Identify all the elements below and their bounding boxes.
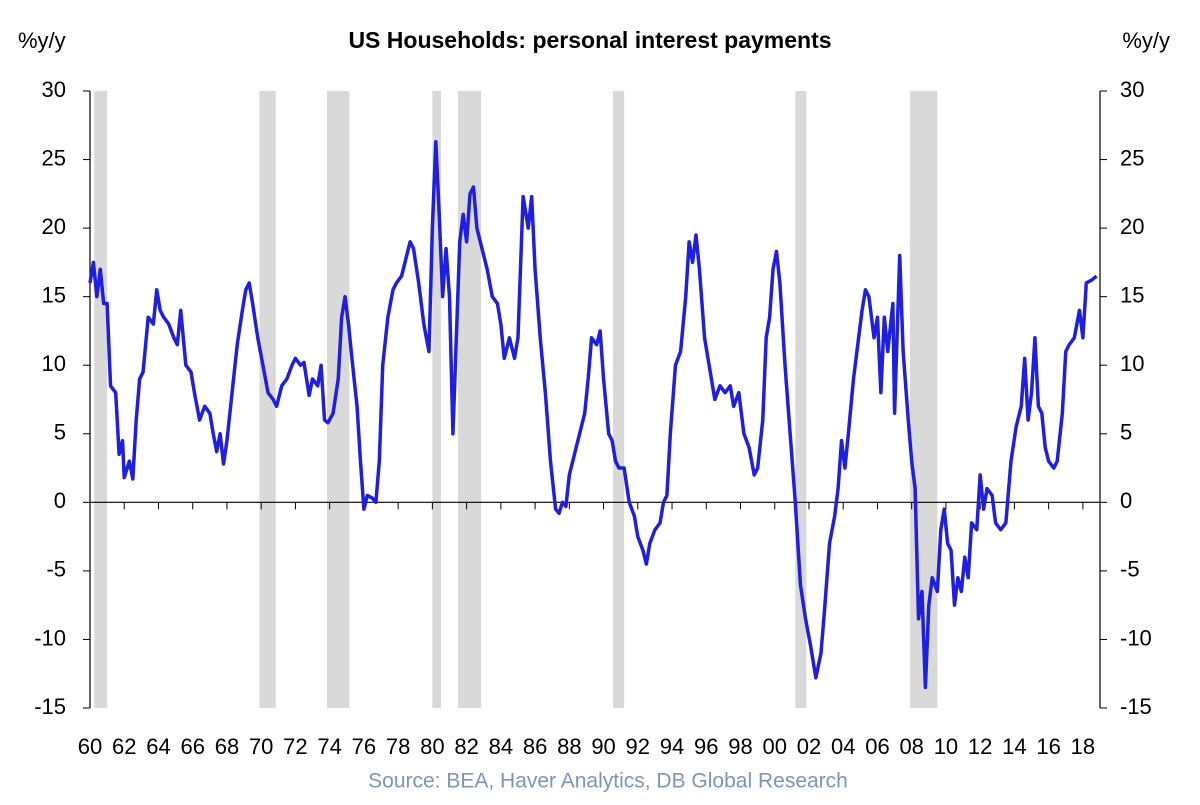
- data-line: [88, 139, 1098, 690]
- x-tick-label: 04: [831, 734, 855, 759]
- chart-title: US Households: personal interest payment…: [348, 27, 831, 53]
- recession-band: [94, 91, 108, 708]
- x-tick-label: 18: [1071, 734, 1095, 759]
- x-tick-label: 00: [763, 734, 787, 759]
- x-tick-label: 90: [591, 734, 615, 759]
- recession-band: [612, 91, 625, 708]
- source-note: Source: BEA, Haver Analytics, DB Global …: [368, 770, 848, 793]
- x-tick-label: 80: [420, 734, 444, 759]
- x-tick-label: 68: [215, 734, 239, 759]
- x-tick-label: 62: [112, 734, 136, 759]
- x-tick-label: 82: [454, 734, 478, 759]
- y2-tick-label: 20: [1120, 214, 1144, 239]
- y-axis-label: %y/y: [18, 28, 66, 53]
- y2-tick-label: -10: [1120, 625, 1152, 650]
- x-tick-label: 08: [899, 734, 923, 759]
- x-tick-label: 92: [626, 734, 650, 759]
- y2-tick-label: 5: [1120, 420, 1132, 445]
- recession-band: [458, 91, 482, 708]
- y-tick-label: -5: [46, 557, 66, 582]
- x-tick-label: 94: [660, 734, 684, 759]
- recession-band: [432, 91, 441, 708]
- x-tick-label: 72: [283, 734, 307, 759]
- x-tick-label: 76: [352, 734, 376, 759]
- y-tick-label: 10: [42, 351, 66, 376]
- y-tick-label: 20: [42, 214, 66, 239]
- x-tick-label: 74: [317, 734, 341, 759]
- x-tick-label: 96: [694, 734, 718, 759]
- x-tick-label: 86: [523, 734, 547, 759]
- recession-band: [795, 91, 807, 708]
- x-tick-label: 14: [1002, 734, 1026, 759]
- x-tick-label: 10: [934, 734, 958, 759]
- y2-tick-label: 15: [1120, 282, 1144, 307]
- x-tick-label: 84: [489, 734, 513, 759]
- recession-band: [259, 91, 276, 708]
- y-tick-label: -15: [34, 694, 66, 719]
- x-tick-label: 12: [968, 734, 992, 759]
- x-tick-label: 02: [797, 734, 821, 759]
- y2-tick-label: -5: [1120, 557, 1140, 582]
- y2-tick-label: 30: [1120, 77, 1144, 102]
- x-tick-label: 60: [78, 734, 102, 759]
- x-tick-label: 88: [557, 734, 581, 759]
- y2-tick-label: -15: [1120, 694, 1152, 719]
- y-tick-label: 5: [54, 420, 66, 445]
- y2-axis-label: %y/y: [1122, 28, 1170, 53]
- x-tick-label: 70: [249, 734, 273, 759]
- y-tick-label: 25: [42, 145, 66, 170]
- x-tick-label: 16: [1036, 734, 1060, 759]
- y2-tick-label: 0: [1120, 488, 1132, 513]
- y-tick-label: 0: [54, 488, 66, 513]
- y-tick-label: 15: [42, 282, 66, 307]
- y-tick-label: -10: [34, 625, 66, 650]
- x-tick-label: 98: [728, 734, 752, 759]
- recession-band: [327, 91, 350, 708]
- y2-tick-label: 25: [1120, 145, 1144, 170]
- x-tick-label: 06: [865, 734, 889, 759]
- y-tick-label: 30: [42, 77, 66, 102]
- x-tick-label: 64: [146, 734, 170, 759]
- y2-tick-label: 10: [1120, 351, 1144, 376]
- x-tick-label: 66: [180, 734, 204, 759]
- x-tick-label: 78: [386, 734, 410, 759]
